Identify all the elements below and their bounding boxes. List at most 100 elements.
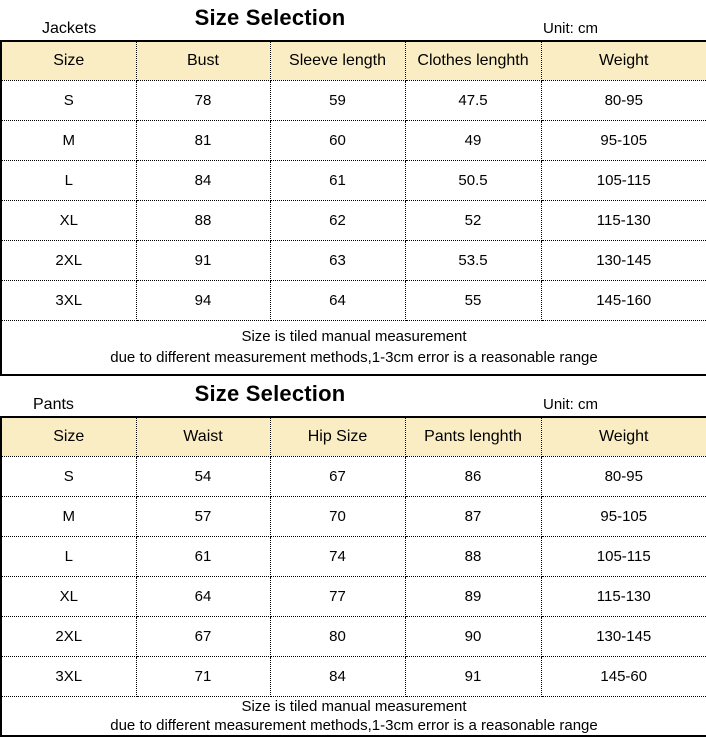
header-cell-weight: Weight	[540, 40, 706, 81]
size-cell: 2XL	[0, 239, 137, 281]
value-cell: 87	[404, 495, 542, 537]
header-cell-sleeve-length: Sleeve length	[269, 40, 406, 81]
header-cell-size: Size	[0, 416, 137, 457]
size-cell: 3XL	[0, 279, 137, 321]
value-cell: 90	[404, 615, 542, 657]
value-cell: 115-130	[540, 199, 706, 241]
jackets-row-l: L 84 61 50.5 105-115	[0, 159, 706, 201]
pants-row-l: L 61 74 88 105-115	[0, 535, 706, 577]
jackets-label: Jackets	[42, 20, 97, 37]
value-cell: 145-60	[540, 655, 706, 697]
jackets-size-table: Size Bust Sleeve length Clothes lenghth …	[0, 40, 706, 376]
value-cell: 59	[269, 79, 406, 121]
pants-row-3xl: 3XL 71 84 91 145-60	[0, 655, 706, 697]
size-cell: 2XL	[0, 615, 137, 657]
value-cell: 71	[135, 655, 271, 697]
jackets-row-s: S 78 59 47.5 80-95	[0, 79, 706, 121]
jackets-header-row: Size Bust Sleeve length Clothes lenghth …	[0, 40, 706, 81]
value-cell: 80	[269, 615, 406, 657]
value-cell: 49	[404, 119, 542, 161]
value-cell: 61	[135, 535, 271, 577]
pants-page-title: Size Selection	[194, 381, 346, 406]
size-cell: M	[0, 495, 137, 537]
value-cell: 80-95	[540, 79, 706, 121]
size-cell: S	[0, 79, 137, 121]
size-cell: L	[0, 159, 137, 201]
jackets-note-row: Size is tiled manual measurement due to …	[0, 319, 706, 376]
value-cell: 78	[135, 79, 271, 121]
value-cell: 53.5	[404, 239, 542, 281]
value-cell: 80-95	[540, 455, 706, 497]
pants-row-xl: XL 64 77 89 115-130	[0, 575, 706, 617]
value-cell: 91	[135, 239, 271, 281]
value-cell: 84	[135, 159, 271, 201]
jackets-row-2xl: 2XL 91 63 53.5 130-145	[0, 239, 706, 281]
value-cell: 115-130	[540, 575, 706, 617]
note-line-2: due to different measurement methods,1-3…	[110, 716, 598, 734]
pants-note-row: Size is tiled manual measurement due to …	[0, 695, 706, 736]
header-cell-bust: Bust	[135, 40, 271, 81]
header-cell-waist: Waist	[135, 416, 271, 457]
measurement-note: Size is tiled manual measurement due to …	[0, 319, 706, 376]
value-cell: 81	[135, 119, 271, 161]
jackets-unit-label: Unit: cm	[543, 20, 599, 37]
jackets-title-band: Jackets Size Selection Unit: cm	[0, 0, 706, 40]
pants-title-band: Pants Size Selection Unit: cm	[0, 376, 706, 416]
measurement-note: Size is tiled manual measurement due to …	[0, 695, 706, 736]
value-cell: 77	[269, 575, 406, 617]
value-cell: 70	[269, 495, 406, 537]
pants-row-2xl: 2XL 67 80 90 130-145	[0, 615, 706, 657]
pants-label: Pants	[33, 396, 74, 413]
pants-header-row: Size Waist Hip Size Pants lenghth Weight	[0, 416, 706, 457]
header-cell-weight: Weight	[540, 416, 706, 457]
value-cell: 86	[404, 455, 542, 497]
jackets-row-xl: XL 88 62 52 115-130	[0, 199, 706, 241]
note-line-2: due to different measurement methods,1-3…	[110, 349, 598, 367]
value-cell: 130-145	[540, 615, 706, 657]
value-cell: 88	[404, 535, 542, 577]
value-cell: 50.5	[404, 159, 542, 201]
size-cell: S	[0, 455, 137, 497]
value-cell: 61	[269, 159, 406, 201]
value-cell: 84	[269, 655, 406, 697]
value-cell: 105-115	[540, 159, 706, 201]
value-cell: 54	[135, 455, 271, 497]
value-cell: 89	[404, 575, 542, 617]
pants-row-s: S 54 67 86 80-95	[0, 455, 706, 497]
value-cell: 74	[269, 535, 406, 577]
value-cell: 91	[404, 655, 542, 697]
value-cell: 62	[269, 199, 406, 241]
value-cell: 105-115	[540, 535, 706, 577]
size-cell: XL	[0, 199, 137, 241]
pants-size-table: Size Waist Hip Size Pants lenghth Weight…	[0, 416, 706, 737]
value-cell: 57	[135, 495, 271, 537]
size-cell: 3XL	[0, 655, 137, 697]
value-cell: 94	[135, 279, 271, 321]
jackets-page-title: Size Selection	[194, 5, 346, 30]
size-cell: M	[0, 119, 137, 161]
value-cell: 67	[269, 455, 406, 497]
value-cell: 95-105	[540, 495, 706, 537]
header-cell-hip-size: Hip Size	[269, 416, 406, 457]
value-cell: 95-105	[540, 119, 706, 161]
note-line-1: Size is tiled manual measurement	[241, 328, 467, 346]
value-cell: 63	[269, 239, 406, 281]
value-cell: 64	[269, 279, 406, 321]
value-cell: 60	[269, 119, 406, 161]
value-cell: 52	[404, 199, 542, 241]
pants-row-m: M 57 70 87 95-105	[0, 495, 706, 537]
value-cell: 88	[135, 199, 271, 241]
note-line-1: Size is tiled manual measurement	[241, 697, 467, 715]
header-cell-pants-length: Pants lenghth	[404, 416, 542, 457]
pants-unit-label: Unit: cm	[543, 396, 599, 413]
value-cell: 64	[135, 575, 271, 617]
size-cell: XL	[0, 575, 137, 617]
header-cell-size: Size	[0, 40, 137, 81]
value-cell: 55	[404, 279, 542, 321]
jackets-row-m: M 81 60 49 95-105	[0, 119, 706, 161]
jackets-row-3xl: 3XL 94 64 55 145-160	[0, 279, 706, 321]
header-cell-clothes-length: Clothes lenghth	[404, 40, 542, 81]
value-cell: 130-145	[540, 239, 706, 281]
value-cell: 67	[135, 615, 271, 657]
